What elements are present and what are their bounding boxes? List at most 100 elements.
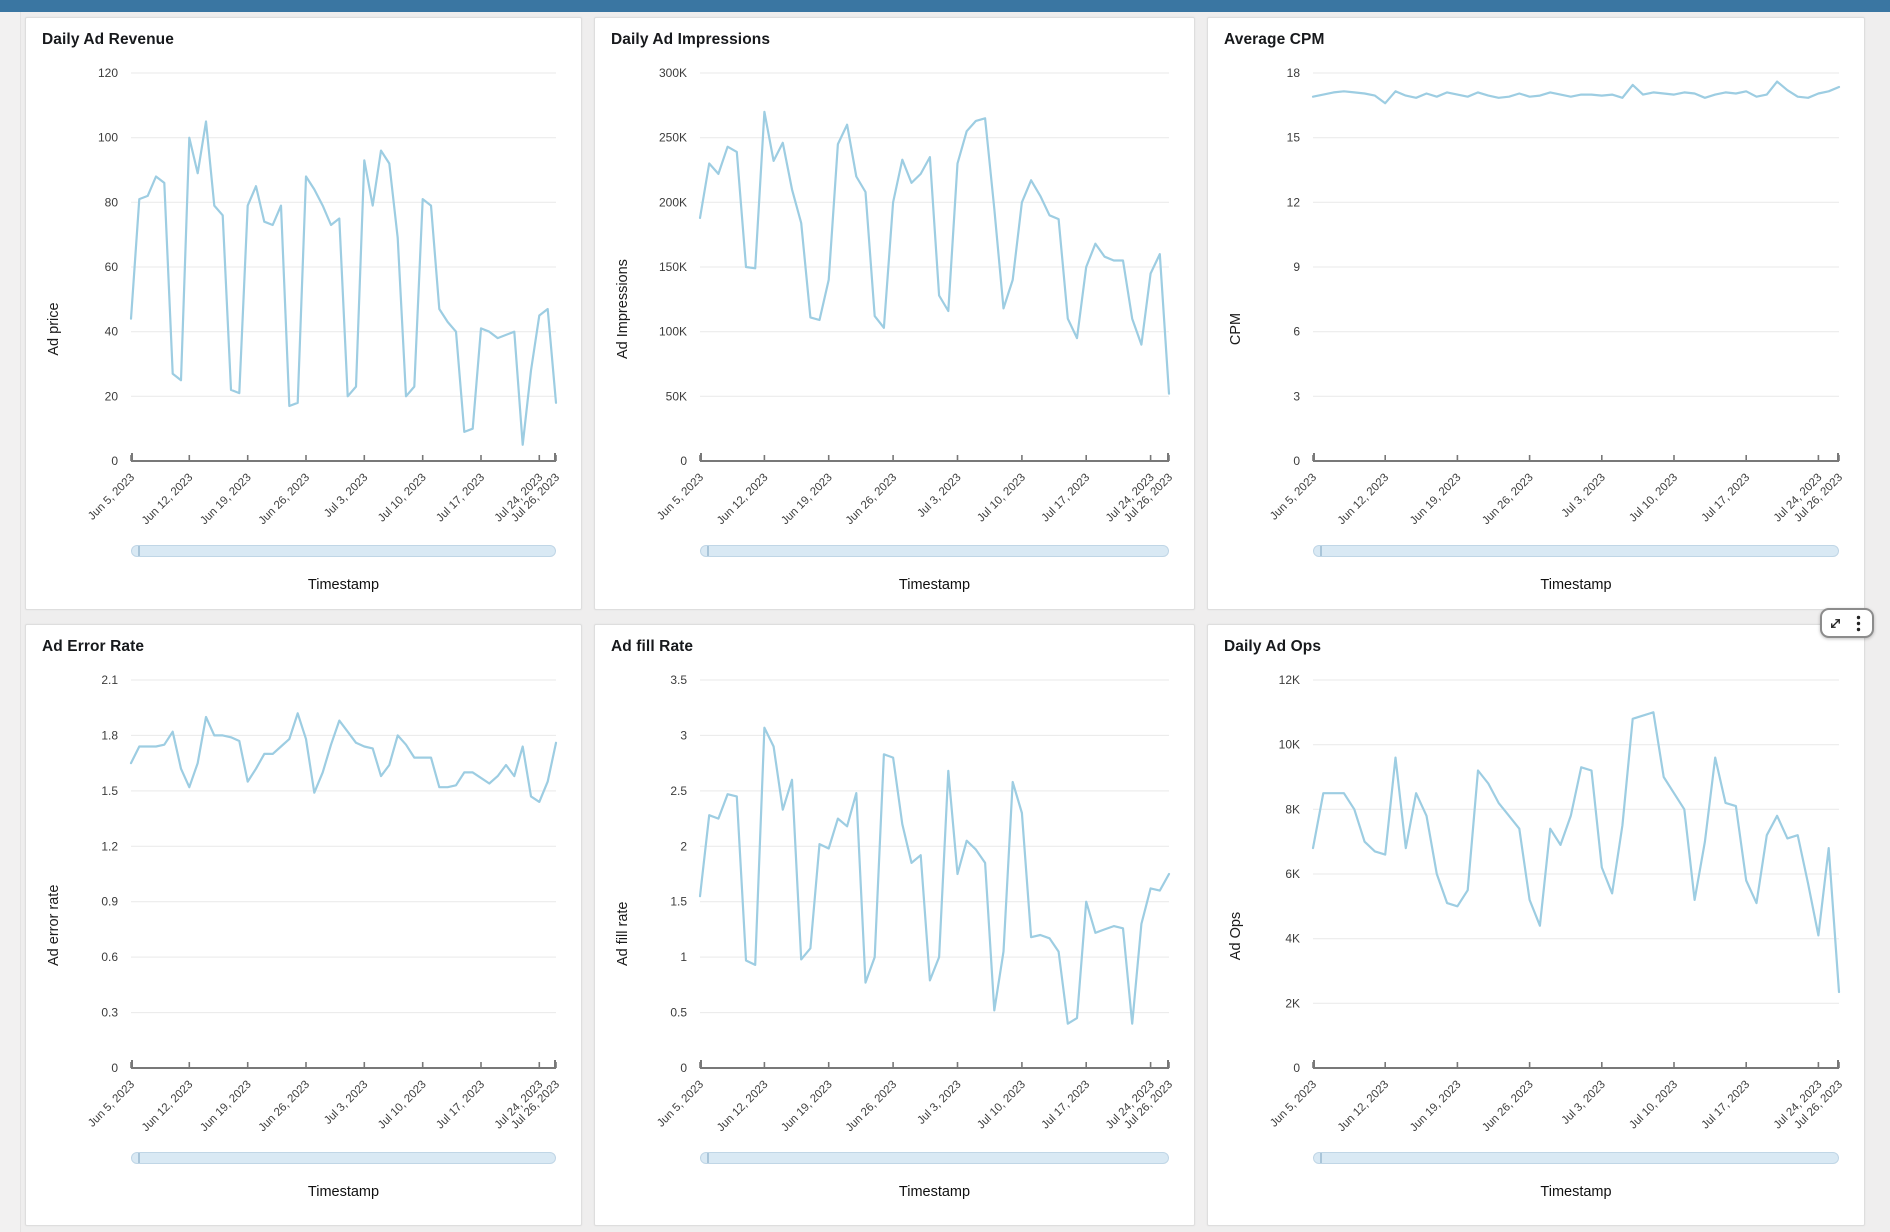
svg-text:300K: 300K	[659, 66, 687, 80]
svg-text:18: 18	[1287, 66, 1301, 80]
chart-area: Ad Impressions 300K 250K 200K 150K 100K 50K 0 J…	[595, 55, 1194, 593]
svg-text:Jun 19, 2023: Jun 19, 2023	[198, 1079, 254, 1135]
kebab-icon	[1856, 615, 1861, 631]
chart-hover-toolbar	[1820, 608, 1874, 638]
chart-area: Ad price 120 100 80 60 40 20 0 Jun 5, 2023 Jun 1…	[26, 55, 581, 593]
y-axis-title: Ad Impressions	[615, 259, 631, 359]
svg-text:8K: 8K	[1285, 802, 1300, 816]
y-axis-title: Ad fill rate	[615, 901, 631, 966]
svg-text:120: 120	[98, 66, 118, 80]
svg-text:0.3: 0.3	[101, 1006, 118, 1020]
svg-text:Jul 17, 2023: Jul 17, 2023	[1700, 472, 1753, 525]
svg-text:4K: 4K	[1285, 932, 1300, 946]
svg-text:1.5: 1.5	[101, 784, 118, 798]
panel-daily-ad-ops: Daily Ad Ops Ad Ops 12K 10K 8K 6K 4K 2K 0 Jun 5…	[1207, 624, 1865, 1226]
x-axis-scrollbar[interactable]	[700, 545, 1169, 557]
svg-text:Jul 3, 2023: Jul 3, 2023	[322, 472, 370, 520]
svg-text:100K: 100K	[659, 325, 687, 339]
expand-button[interactable]	[1825, 612, 1845, 634]
chart-canvas[interactable]: 18 15 12 9 6 3 0 Jun 5, 2023 Jun 12, 2023 Jun 19,…	[1208, 55, 1864, 535]
chart-area: Ad Ops 12K 10K 8K 6K 4K 2K 0 Jun 5, 2023 Jun 12,…	[1208, 662, 1864, 1200]
svg-text:2.5: 2.5	[670, 784, 687, 798]
svg-text:Jun 12, 2023: Jun 12, 2023	[715, 1079, 771, 1135]
svg-text:Jul 17, 2023: Jul 17, 2023	[434, 1079, 487, 1132]
panel-average-cpm: Average CPM CPM 18 15 12 9 6 3 0 Jun 5, 2023 Jun…	[1207, 17, 1865, 610]
chart-canvas[interactable]: 12K 10K 8K 6K 4K 2K 0 Jun 5, 2023 Jun 12, 2023 Ju…	[1208, 662, 1864, 1142]
svg-text:Jul 3, 2023: Jul 3, 2023	[1560, 472, 1608, 520]
page-left-gutter	[0, 12, 21, 1232]
svg-text:2: 2	[680, 839, 687, 853]
svg-text:Jul 10, 2023: Jul 10, 2023	[1627, 1079, 1680, 1132]
svg-text:Jun 26, 2023: Jun 26, 2023	[257, 1079, 313, 1135]
svg-text:60: 60	[105, 260, 119, 274]
svg-text:20: 20	[105, 389, 119, 403]
svg-text:Jul 10, 2023: Jul 10, 2023	[376, 1079, 429, 1132]
svg-text:Jul 10, 2023: Jul 10, 2023	[376, 472, 429, 525]
x-axis-title: Timestamp	[898, 577, 971, 593]
svg-text:Jun 19, 2023: Jun 19, 2023	[198, 472, 254, 528]
svg-text:80: 80	[105, 195, 119, 209]
chart-area: CPM 18 15 12 9 6 3 0 Jun 5, 2023 Jun 12, 2023 Jun…	[1208, 55, 1864, 593]
svg-text:0.5: 0.5	[670, 1006, 687, 1020]
chart-title: Daily Ad Impressions	[611, 31, 771, 48]
svg-text:Jun 12, 2023: Jun 12, 2023	[1336, 472, 1392, 528]
svg-text:Jun 5, 2023: Jun 5, 2023	[1268, 1079, 1319, 1130]
x-axis-title: Timestamp	[898, 1184, 971, 1200]
svg-text:Jun 19, 2023: Jun 19, 2023	[779, 1079, 835, 1135]
svg-text:Jul 3, 2023: Jul 3, 2023	[915, 1079, 963, 1127]
menu-button[interactable]	[1849, 612, 1869, 634]
y-axis-title: Ad price	[46, 302, 62, 356]
x-axis-title: Timestamp	[307, 577, 380, 593]
x-axis-scrollbar[interactable]	[131, 1152, 556, 1164]
x-axis-scrollbar[interactable]	[1313, 1152, 1839, 1164]
svg-text:12K: 12K	[1279, 673, 1300, 687]
svg-text:3.5: 3.5	[670, 673, 687, 687]
svg-text:Jul 10, 2023: Jul 10, 2023	[975, 472, 1028, 525]
svg-text:Jun 5, 2023: Jun 5, 2023	[1268, 472, 1319, 523]
x-axis-scrollbar[interactable]	[700, 1152, 1169, 1164]
svg-text:Jun 26, 2023: Jun 26, 2023	[1480, 472, 1536, 528]
panel-daily-ad-impressions: Daily Ad Impressions Ad Impressions 300K…	[594, 17, 1195, 610]
x-axis-scrollbar[interactable]	[1313, 545, 1839, 557]
chart-title: Daily Ad Revenue	[42, 31, 174, 48]
svg-text:0: 0	[680, 454, 687, 468]
chart-area: Ad fill rate 3.5 3 2.5 2 1.5 1 0.5 0 Jun 5, 2023…	[595, 662, 1194, 1200]
svg-text:Jul 3, 2023: Jul 3, 2023	[915, 472, 963, 520]
svg-text:Jun 5, 2023: Jun 5, 2023	[86, 1079, 137, 1130]
svg-text:9: 9	[1293, 260, 1300, 274]
panel-ad-error-rate: Ad Error Rate Ad error rate 2.1 1.8 1.5 1.2…	[25, 624, 582, 1226]
svg-text:Jul 10, 2023: Jul 10, 2023	[975, 1079, 1028, 1132]
x-axis-title: Timestamp	[307, 1184, 380, 1200]
svg-text:1.2: 1.2	[101, 839, 118, 853]
svg-text:Jun 19, 2023: Jun 19, 2023	[1408, 1079, 1464, 1135]
svg-text:0: 0	[680, 1061, 687, 1075]
svg-text:200K: 200K	[659, 195, 687, 209]
panel-ad-fill-rate: Ad fill Rate Ad fill rate 3.5 3 2.5 2 1.5 1 0.…	[594, 624, 1195, 1226]
svg-text:Jul 3, 2023: Jul 3, 2023	[322, 1079, 370, 1127]
svg-text:Jun 5, 2023: Jun 5, 2023	[655, 1079, 706, 1130]
svg-text:250K: 250K	[659, 131, 687, 145]
svg-text:Jun 26, 2023: Jun 26, 2023	[844, 472, 900, 528]
svg-text:Jun 12, 2023: Jun 12, 2023	[140, 1079, 196, 1135]
svg-text:6K: 6K	[1285, 867, 1300, 881]
x-axis-scrollbar[interactable]	[131, 545, 556, 557]
svg-text:0: 0	[1293, 454, 1300, 468]
svg-text:Jun 5, 2023: Jun 5, 2023	[86, 472, 137, 523]
y-axis-title: CPM	[1228, 312, 1244, 346]
chart-title: Ad fill Rate	[611, 638, 694, 655]
expand-icon	[1830, 618, 1840, 628]
svg-text:Jun 5, 2023: Jun 5, 2023	[655, 472, 706, 523]
y-axis-title: Ad Ops	[1228, 911, 1244, 961]
svg-text:Jun 12, 2023: Jun 12, 2023	[715, 472, 771, 528]
svg-text:6: 6	[1293, 325, 1300, 339]
chart-canvas[interactable]: 2.1 1.8 1.5 1.2 0.9 0.6 0.3 0 Jun 5, 2023 Jun 12,…	[26, 662, 581, 1142]
svg-text:10K: 10K	[1279, 738, 1300, 752]
svg-text:Jun 26, 2023: Jun 26, 2023	[1480, 1079, 1536, 1135]
svg-text:Jun 19, 2023: Jun 19, 2023	[1408, 472, 1464, 528]
y-axis-title: Ad error rate	[46, 884, 62, 966]
svg-text:0: 0	[1293, 1061, 1300, 1075]
svg-text:Jun 12, 2023: Jun 12, 2023	[1336, 1079, 1392, 1135]
